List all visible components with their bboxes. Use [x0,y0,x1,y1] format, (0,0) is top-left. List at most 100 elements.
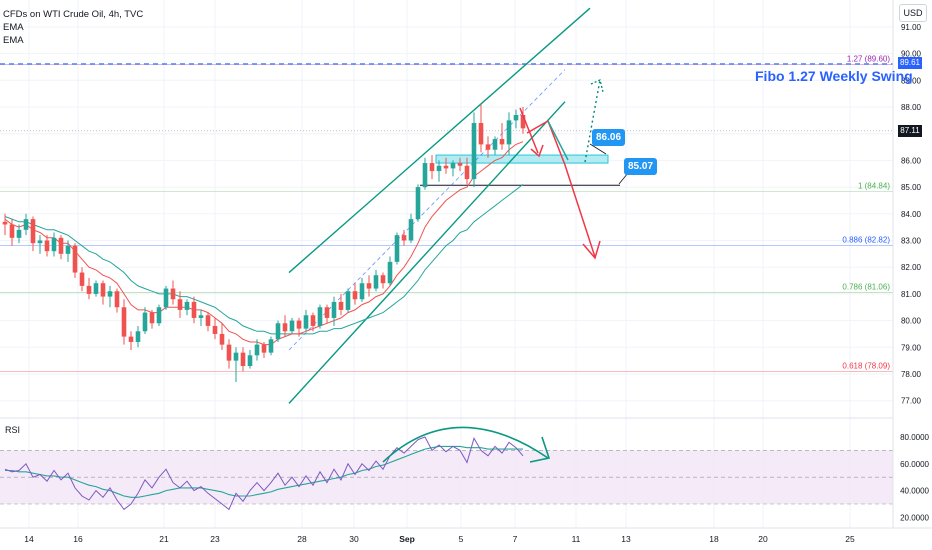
candle-body [254,344,260,356]
candle-body [170,288,176,300]
candle-body [310,315,316,326]
candle-body [275,323,281,340]
time-tick-label: 23 [210,534,220,544]
candle-body [142,312,148,332]
candle-body [338,301,344,310]
candle-body [457,163,463,166]
price-tick-label: 82.00 [901,263,922,272]
candle-body [72,245,78,273]
candle-body [408,219,414,241]
candle-body [261,344,267,353]
rsi-arc [382,426,549,463]
candle-body [513,115,519,121]
arrow-head [590,79,604,93]
candle-body [317,307,323,326]
candle-body [240,352,246,366]
time-tick-label: Sep [399,534,415,544]
rsi-pane [0,426,893,511]
time-tick-label: 16 [73,534,83,544]
candle-body [86,285,92,294]
candle-body [135,331,141,342]
time-tick-label: 30 [349,534,359,544]
time-tick-label: 20 [758,534,768,544]
candle-body [324,307,330,318]
price-tick-label: 81.00 [901,290,922,299]
candle-body [429,163,435,172]
candle-body [184,301,190,310]
price-tag-last: 87.11 [898,125,922,137]
candle-body [352,291,358,300]
candle-body [499,139,505,145]
price-axis [893,0,932,528]
callout-upper[interactable]: 86.06 [592,129,625,146]
ema-legend-slow[interactable]: EMA [3,35,24,46]
chart-title: CFDs on WTI Crude Oil, 4h, TVC [3,9,144,20]
price-tick-label: 91.00 [901,23,922,32]
candles [2,104,526,383]
price-tick-label: 78.00 [901,370,922,379]
fib-label: 0.886 (82.82) [842,235,890,244]
candle-body [23,219,29,230]
candle-body [422,163,428,188]
candle-body [79,272,85,286]
projection-arrow-down [526,119,596,258]
candle-body [100,283,106,297]
candle-body [345,291,351,310]
candle-body [492,139,498,150]
trend-channel [288,7,591,404]
fibonacci-levels: 1.27 (89.60) 1 (84.84) 0.886 (82.82) 0.786 … [0,54,893,372]
price-tick-label: 79.00 [901,343,922,352]
time-tick-label: 25 [845,534,855,544]
candle-body [366,283,372,289]
candle-body [191,301,197,318]
price-tick-label: 85.00 [901,183,922,192]
candle-body [16,229,22,238]
candle-body [450,163,456,169]
arrow-head [582,240,601,260]
candle-body [107,291,113,297]
arrow-head [529,436,551,463]
candle-body [177,299,183,310]
ema-slow-line [4,184,524,335]
candle-body [394,235,400,262]
candle-body [443,165,449,169]
time-tick-label: 18 [709,534,719,544]
candle-body [380,275,386,284]
price-tick-label: 86.00 [901,156,922,165]
candle-body [506,120,512,145]
fibo-annotation: Fibo 1.27 Weekly Swing [755,68,913,84]
candle-body [93,283,99,294]
time-tick-label: 21 [159,534,169,544]
candle-body [205,315,211,326]
ema-lines [4,141,524,346]
candle-body [303,315,309,329]
price-tick-label: 80.00 [901,317,922,326]
rsi-tick-label: 20.0000 [900,513,929,522]
support-zone [435,154,609,164]
support-zone-rect [435,154,609,164]
ema-legend-fast[interactable]: EMA [3,22,24,33]
rsi-tick-label: 80.0000 [900,433,929,442]
channel-mid [288,69,566,351]
fib-label: 0.786 (81.06) [842,282,890,291]
time-tick-label: 11 [572,534,581,544]
ema-fast-line [4,141,524,346]
candle-body [415,187,421,220]
callout-lower[interactable]: 85.07 [624,158,657,175]
projection-arrow-short [519,107,539,154]
candle-body [2,221,8,225]
candle-body [163,288,169,308]
time-tick-label: 13 [621,534,631,544]
fib-label: 1 (84.84) [858,181,890,190]
candle-body [282,323,288,332]
time-tick-label: 28 [297,534,307,544]
time-tick-label: 5 [459,534,464,544]
rsi-legend[interactable]: RSI [5,425,21,435]
candle-body [268,339,274,353]
candle-body [471,123,477,180]
candle-body [65,245,71,254]
candle-body [198,315,204,318]
currency-button[interactable]: USD [899,4,927,22]
